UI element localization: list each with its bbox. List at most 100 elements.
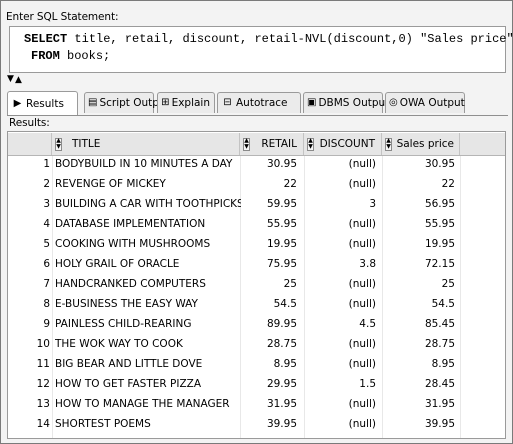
collapse-down-icon[interactable]: ▼: [7, 74, 14, 84]
table-row[interactable]: 3 BUILDING A CAR WITH TOOTHPICKS 59.95 3 56.…: [8, 194, 505, 214]
column-header-retail[interactable]: ▲ ▼ RETAIL: [240, 133, 304, 155]
pane-splitter[interactable]: ▼ ▲: [7, 74, 508, 88]
retail-cell[interactable]: 75.95: [266, 258, 297, 270]
discount-cell[interactable]: (null): [348, 398, 376, 410]
discount-cell[interactable]: 1.5: [359, 378, 376, 390]
title-cell[interactable]: HANDCRANKED COMPUTERS: [55, 278, 206, 290]
row-number-cell[interactable]: 9: [43, 318, 50, 330]
table-row[interactable]: 8 E-BUSINESS THE EASY WAY 54.5 (null) 54.5: [8, 294, 505, 314]
sort-icon[interactable]: ▲ ▼: [307, 137, 314, 151]
tab-owa-output[interactable]: ◎ OWA Output: [385, 92, 465, 113]
retail-cell[interactable]: 29.95: [266, 378, 297, 390]
row-number-cell[interactable]: 14: [36, 418, 50, 430]
title-cell[interactable]: DATABASE IMPLEMENTATION: [55, 218, 206, 230]
retail-cell[interactable]: 22: [283, 178, 297, 190]
row-number-cell[interactable]: 1: [43, 158, 50, 170]
collapse-up-icon[interactable]: ▲: [15, 75, 22, 85]
title-cell[interactable]: E-BUSINESS THE EASY WAY: [55, 298, 198, 310]
row-number-cell[interactable]: 6: [43, 258, 50, 270]
title-cell[interactable]: BIG BEAR AND LITTLE DOVE: [55, 358, 203, 370]
sales-price-cell[interactable]: 54.5: [431, 298, 455, 310]
discount-cell[interactable]: 3.8: [359, 258, 376, 270]
sales-price-cell[interactable]: 72.15: [424, 258, 455, 270]
results-grid[interactable]: ▲ ▼ TITLE ▲ ▼ RETAIL ▲ ▼ DISCOUNT ▲ ▼ Sales …: [7, 131, 506, 439]
retail-cell[interactable]: 59.95: [266, 198, 297, 210]
title-cell[interactable]: REVENGE OF MICKEY: [55, 178, 166, 190]
row-number-cell[interactable]: 8: [43, 298, 50, 310]
title-cell[interactable]: HOLY GRAIL OF ORACLE: [55, 258, 180, 270]
row-number-cell[interactable]: 11: [36, 358, 50, 370]
tab-results[interactable]: ▶ Results: [7, 91, 78, 115]
title-cell[interactable]: COOKING WITH MUSHROOMS: [55, 238, 211, 250]
discount-cell[interactable]: (null): [348, 278, 376, 290]
table-row[interactable]: 9 PAINLESS CHILD-REARING 89.95 4.5 85.45: [8, 314, 505, 334]
retail-cell[interactable]: 55.95: [266, 218, 297, 230]
table-row[interactable]: 11 BIG BEAR AND LITTLE DOVE 8.95 (null) 8.95: [8, 354, 505, 374]
retail-cell[interactable]: 28.75: [266, 338, 297, 350]
table-row[interactable]: 13 HOW TO MANAGE THE MANAGER 31.95 (null) 31…: [8, 394, 505, 414]
row-number-cell[interactable]: 10: [36, 338, 50, 350]
table-row[interactable]: 7 HANDCRANKED COMPUTERS 25 (null) 25: [8, 274, 505, 294]
retail-cell[interactable]: 8.95: [273, 358, 297, 370]
retail-cell[interactable]: 31.95: [266, 398, 297, 410]
sales-price-cell[interactable]: 28.75: [424, 338, 455, 350]
table-row[interactable]: 5 COOKING WITH MUSHROOMS 19.95 (null) 19.95: [8, 234, 505, 254]
sales-price-cell[interactable]: 19.95: [424, 238, 455, 250]
table-row[interactable]: 1 BODYBUILD IN 10 MINUTES A DAY 30.95 (null…: [8, 154, 505, 174]
sales-price-cell[interactable]: 22: [441, 178, 455, 190]
sales-price-cell[interactable]: 85.45: [424, 318, 455, 330]
retail-cell[interactable]: 19.95: [266, 238, 297, 250]
title-cell[interactable]: HOW TO MANAGE THE MANAGER: [55, 398, 230, 410]
discount-cell[interactable]: (null): [348, 158, 376, 170]
sales-price-cell[interactable]: 28.45: [424, 378, 455, 390]
column-header-discount[interactable]: ▲ ▼ DISCOUNT: [304, 133, 382, 155]
tab-script-output[interactable]: ▤ Script Output: [84, 92, 170, 113]
sales-price-cell[interactable]: 56.95: [424, 198, 455, 210]
table-row[interactable]: 2 REVENGE OF MICKEY 22 (null) 22: [8, 174, 505, 194]
row-number-cell[interactable]: 5: [43, 238, 50, 250]
row-number-cell[interactable]: 2: [43, 178, 50, 190]
tab-autotrace[interactable]: ⊟ Autotrace: [217, 92, 301, 113]
column-header-title[interactable]: ▲ ▼ TITLE: [52, 133, 240, 155]
table-row[interactable]: 6 HOLY GRAIL OF ORACLE 75.95 3.8 72.15: [8, 254, 505, 274]
discount-cell[interactable]: (null): [348, 418, 376, 430]
sales-price-cell[interactable]: 30.95: [424, 158, 455, 170]
row-number-cell[interactable]: 7: [43, 278, 50, 290]
retail-cell[interactable]: 89.95: [266, 318, 297, 330]
row-number-cell[interactable]: 3: [43, 198, 50, 210]
row-number-cell[interactable]: 4: [43, 218, 50, 230]
retail-cell[interactable]: 54.5: [273, 298, 297, 310]
discount-cell[interactable]: (null): [348, 238, 376, 250]
discount-cell[interactable]: (null): [348, 178, 376, 190]
title-cell[interactable]: BODYBUILD IN 10 MINUTES A DAY: [55, 158, 233, 170]
table-row[interactable]: 4 DATABASE IMPLEMENTATION 55.95 (null) 55.95: [8, 214, 505, 234]
sort-icon[interactable]: ▲ ▼: [55, 137, 62, 151]
tab-dbms-output[interactable]: ▣ DBMS Output: [303, 92, 389, 113]
sort-icon[interactable]: ▲ ▼: [385, 137, 392, 151]
tab-explain[interactable]: ⊞ Explain: [157, 92, 215, 113]
sales-price-cell[interactable]: 25: [441, 278, 455, 290]
discount-cell[interactable]: (null): [348, 338, 376, 350]
title-cell[interactable]: THE WOK WAY TO COOK: [55, 338, 183, 350]
discount-cell[interactable]: (null): [348, 298, 376, 310]
row-number-cell[interactable]: 13: [36, 398, 50, 410]
title-cell[interactable]: SHORTEST POEMS: [55, 418, 151, 430]
title-cell[interactable]: HOW TO GET FASTER PIZZA: [55, 378, 202, 390]
sales-price-cell[interactable]: 31.95: [424, 398, 455, 410]
discount-cell[interactable]: (null): [348, 218, 376, 230]
column-header-sales-price[interactable]: ▲ ▼ Sales price: [382, 133, 460, 155]
retail-cell[interactable]: 25: [283, 278, 297, 290]
row-number-cell[interactable]: 12: [36, 378, 50, 390]
sort-icon[interactable]: ▲ ▼: [243, 137, 250, 151]
discount-cell[interactable]: (null): [348, 358, 376, 370]
table-row[interactable]: 10 THE WOK WAY TO COOK 28.75 (null) 28.75: [8, 334, 505, 354]
retail-cell[interactable]: 30.95: [266, 158, 297, 170]
sales-price-cell[interactable]: 55.95: [424, 218, 455, 230]
sql-editor[interactable]: SELECT title, retail, discount, retail-N…: [9, 26, 513, 73]
sales-price-cell[interactable]: 8.95: [431, 358, 455, 370]
discount-cell[interactable]: 3: [369, 198, 376, 210]
title-cell[interactable]: BUILDING A CAR WITH TOOTHPICKS: [55, 198, 241, 210]
table-row[interactable]: 14 SHORTEST POEMS 39.95 (null) 39.95: [8, 414, 505, 434]
table-row[interactable]: 12 HOW TO GET FASTER PIZZA 29.95 1.5 28.45: [8, 374, 505, 394]
discount-cell[interactable]: 4.5: [359, 318, 376, 330]
